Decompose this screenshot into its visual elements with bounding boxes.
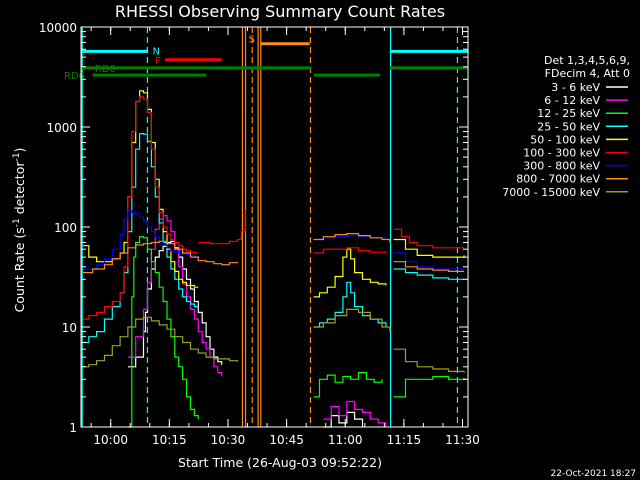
legend-entry-label: 300 - 800 keV xyxy=(523,160,600,173)
legend-entry-label: 12 - 25 keV xyxy=(537,107,600,120)
series-line xyxy=(323,400,387,427)
series-line xyxy=(83,316,238,368)
x-tick-label: 10:30 xyxy=(211,433,246,447)
x-tick-label: 11:00 xyxy=(328,433,363,447)
series-line xyxy=(83,210,199,270)
state-bar-label: S xyxy=(248,35,254,46)
x-tick-label: 10:45 xyxy=(269,433,304,447)
series-line xyxy=(313,233,391,243)
legend-entry-label: 3 - 6 keV xyxy=(551,81,600,94)
x-axis-label: Start Time (26-Aug-03 09:52:22) xyxy=(178,455,382,470)
legend-entry-label: 100 - 300 keV xyxy=(523,147,600,160)
legend-entry-label: 50 - 100 keV xyxy=(530,133,600,146)
series-line xyxy=(393,375,465,398)
x-tick-label: 10:15 xyxy=(152,433,187,447)
x-tick-label: 11:30 xyxy=(445,433,480,447)
y-tick-label: 1 xyxy=(69,421,77,435)
series-line xyxy=(83,133,199,344)
state-bar-label: F xyxy=(155,56,161,67)
legend-header-line-2: FDecim 4, Att 0 xyxy=(545,67,630,80)
legend-header-line-1: Det 1,3,4,5,6,9, xyxy=(544,54,630,67)
y-tick-label: 10000 xyxy=(39,21,77,35)
x-tick-label: 11:15 xyxy=(387,433,422,447)
legend-entry-label: 6 - 12 keV xyxy=(544,94,600,107)
series-line xyxy=(393,228,465,249)
series-line xyxy=(198,209,246,245)
series-line xyxy=(313,247,387,254)
x-tick-label: 10:00 xyxy=(93,433,128,447)
x-axis: 10:00 10:15 10:30 10:45 11:00 11:15 11:30 xyxy=(90,27,480,447)
legend: Det 1,3,4,5,6,9, FDecim 4, Att 0 3 - 6 k… xyxy=(502,54,630,199)
y-axis-label: Count Rate (s-1 detector-1) xyxy=(12,148,27,313)
legend-entry-label: 7000 - 15000 keV xyxy=(502,186,600,199)
series-line xyxy=(393,348,465,373)
y-tick-label: 1000 xyxy=(46,121,77,135)
y-tick-label: 100 xyxy=(54,221,77,235)
chart-title: RHESSI Observing Summary Count Rates xyxy=(115,2,445,21)
series-line xyxy=(127,215,223,377)
series-line xyxy=(83,96,199,320)
series-line xyxy=(393,268,465,280)
state-bar-label: RD0 xyxy=(95,64,116,75)
series-line xyxy=(393,261,465,272)
state-bar-label: RD6 xyxy=(64,71,85,82)
series-line xyxy=(127,236,199,428)
series-line xyxy=(313,372,383,398)
legend-entry-label: 800 - 7000 keV xyxy=(516,173,600,186)
series-line xyxy=(313,308,391,332)
series-line xyxy=(313,248,387,298)
series-line xyxy=(393,238,465,258)
state-bar-label: N xyxy=(152,46,159,57)
series-line xyxy=(83,240,238,274)
plot-area: NF S RD0 RD6 xyxy=(64,27,468,428)
y-axis: 1 10 100 1000 10000 xyxy=(39,21,468,435)
legend-entry-label: 25 - 50 keV xyxy=(537,120,600,133)
date-stamp: 22-Oct-2021 18:27 xyxy=(551,469,636,479)
y-tick-label: 10 xyxy=(62,321,77,335)
